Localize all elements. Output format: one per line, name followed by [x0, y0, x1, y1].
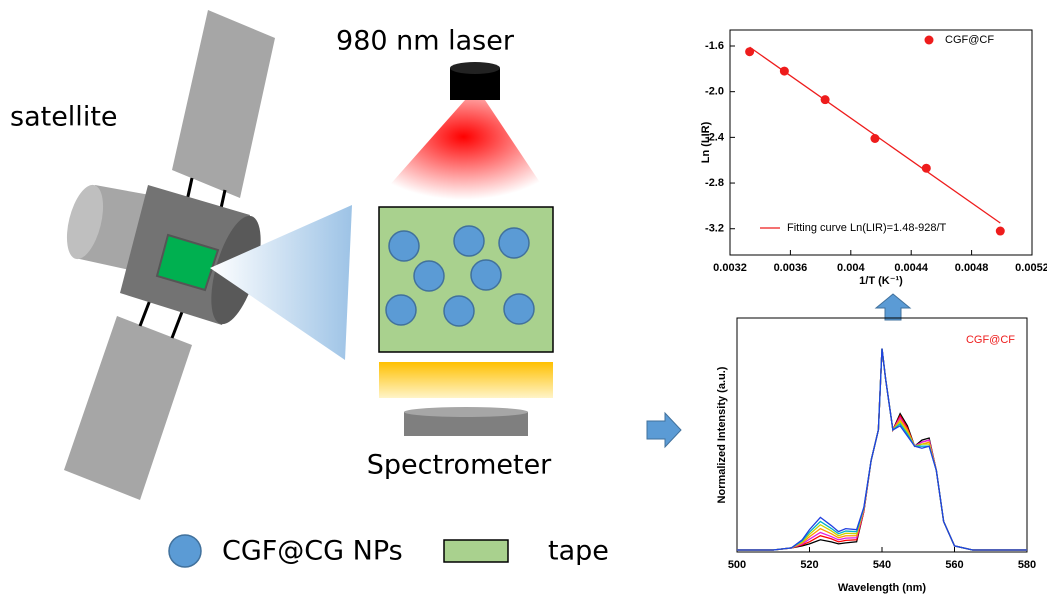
x-tick-label: 0.0032 [713, 262, 747, 274]
y-tick-label: -2.8 [705, 177, 724, 189]
satellite-label: satellite [10, 102, 118, 133]
legend-rect [444, 540, 508, 562]
legend-swatch [925, 36, 934, 45]
data-line [737, 349, 1027, 550]
data-point [996, 227, 1005, 236]
data-line [737, 349, 1027, 550]
x-tick-label: 0.004 [837, 262, 865, 274]
data-line [737, 349, 1027, 550]
arrow [876, 294, 910, 320]
laser-label: 980 nm laser [336, 26, 515, 57]
y-tick-label: -3.2 [705, 223, 724, 235]
x-tick-label: 0.0044 [894, 262, 929, 274]
x-axis-label: 1/T (K⁻¹) [859, 275, 903, 287]
x-tick-label: 0.0036 [774, 262, 808, 274]
x-tick-label: 0.0048 [955, 262, 989, 274]
arrow [647, 413, 681, 447]
x-tick-label: 520 [800, 559, 818, 571]
x-tick-label: 500 [728, 559, 746, 571]
data-line [737, 349, 1027, 550]
x-axis-label: Wavelength (nm) [838, 582, 927, 594]
figure: 980 nm laser satellite Spectrometer CGF@… [0, 0, 1047, 597]
data-line [737, 349, 1027, 550]
legend-np-label: CGF@CG NPs [222, 536, 403, 567]
satellite-drawing [60, 10, 352, 500]
data-line [737, 349, 1027, 550]
x-tick-label: 540 [873, 559, 891, 571]
legend-tape-label: tape [548, 536, 609, 567]
y-tick-label: -1.6 [705, 40, 724, 52]
x-tick-label: 580 [1018, 559, 1036, 571]
legend-label: CGF@CF [945, 34, 994, 46]
legend-circle [169, 535, 201, 567]
annotation: CGF@CF [966, 334, 1015, 346]
y-axis-label: Normalized Intensity (a.u.) [716, 366, 728, 503]
spectrometer-label: Spectrometer [367, 450, 552, 481]
laser-setup [372, 62, 555, 436]
y-tick-label: -2.0 [705, 86, 724, 98]
y-axis-label: Ln (LIR) [700, 121, 712, 163]
data-line [737, 349, 1027, 550]
x-tick-label: 560 [945, 559, 963, 571]
legend-label: Fitting curve Ln(LIR)=1.48-928/T [787, 222, 947, 234]
x-tick-label: 0.0052 [1015, 262, 1047, 274]
data-line [750, 47, 1001, 223]
